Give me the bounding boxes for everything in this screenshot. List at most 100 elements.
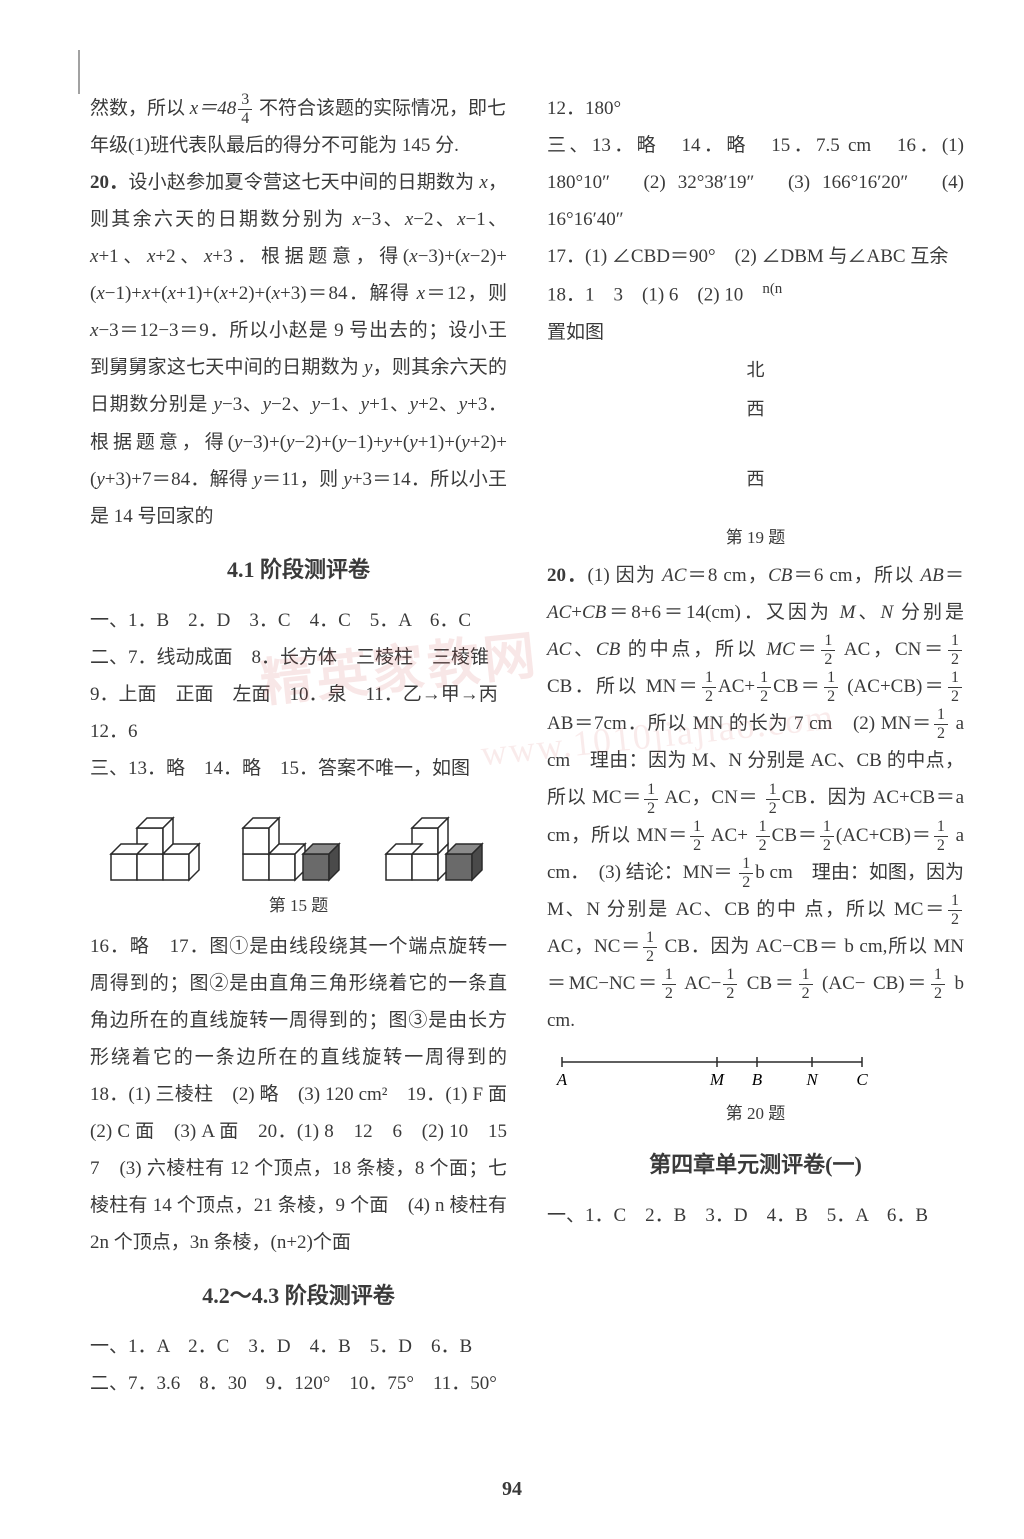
figure-19-caption: 第 19 题: [547, 519, 964, 556]
denominator: 2: [820, 837, 834, 854]
numerator: 1: [948, 633, 962, 651]
text: CB．因为 AC−CB＝: [659, 936, 839, 957]
answers-13-16: 三、13．略 14．略 15．7.5 cm 16．(1) 180°10″ (2)…: [547, 127, 964, 238]
cube-group-3-icon: [376, 799, 496, 889]
page-number: 94: [0, 1470, 1024, 1509]
numerator: 1: [820, 819, 834, 837]
point-C: C: [856, 1070, 868, 1089]
compass-diagram: 北 西 西 第 19 题: [547, 351, 964, 557]
fraction-half: 12: [821, 633, 835, 668]
text: AC，NC＝: [547, 936, 641, 957]
figure-20-caption: 第 20 题: [547, 1097, 964, 1130]
denominator: 2: [739, 874, 753, 891]
fraction-half: 12: [948, 893, 962, 928]
denominator: 2: [934, 725, 948, 742]
fraction-half: 12: [756, 819, 770, 854]
chapter-4-unit-test-heading: 第四章单元测评卷(一): [547, 1144, 964, 1187]
denominator: 2: [757, 688, 771, 705]
fraction-half: 12: [948, 633, 962, 668]
problem-number: 20．: [90, 172, 128, 193]
text: MN 的长为 7 cm (2) MN＝: [693, 713, 932, 734]
cube-group-1-icon: [101, 799, 211, 889]
figure-20-line-segment: A M B N C 第 20 题: [547, 1047, 964, 1130]
numerator: 1: [644, 782, 658, 800]
point-N: N: [805, 1070, 819, 1089]
point-M: M: [709, 1070, 725, 1089]
cube-diagrams-row: [90, 793, 507, 889]
text: (AC−: [815, 973, 866, 994]
point-B: B: [752, 1070, 763, 1089]
fraction-half: 12: [643, 930, 657, 965]
fraction-half: 12: [702, 670, 716, 705]
fraction-half: 12: [824, 670, 838, 705]
denominator: 2: [766, 800, 780, 817]
chapter4-answers-line1: 一、1．C 2．B 3．D 4．B 5．A 6．B: [547, 1197, 964, 1234]
fraction-half: 12: [931, 967, 945, 1002]
fraction-half: 12: [662, 967, 676, 1002]
line-segment-icon: A M B N C: [547, 1047, 877, 1097]
paragraph-continuation-1: 然数，所以 x＝4834 不符合该题的实际情况，即七: [90, 90, 507, 127]
numerator: 1: [757, 670, 771, 688]
problem-20-geometry: 20．(1) 因为 AC＝8 cm，CB＝6 cm，所以 AB＝AC+CB＝8+…: [547, 557, 964, 1039]
answer-18: 18．1 3 (1) 6 (2) 10 n(n: [547, 275, 964, 313]
text: 不符合该题的实际情况，即七: [254, 98, 506, 119]
numerator: 1: [931, 967, 945, 985]
denominator: 2: [756, 837, 770, 854]
figure-15-cubes: 第 15 题: [90, 793, 507, 922]
fraction-half: 12: [934, 707, 948, 742]
answers-line-4: 12．6: [90, 713, 507, 750]
text: (AC+CB)＝: [836, 825, 932, 846]
text: CB＝: [772, 825, 818, 846]
paragraph-continuation-2: 年级(1)班代表队最后的得分不可能为 145 分.: [90, 127, 507, 164]
fraction-half: 12: [757, 670, 771, 705]
numerator: 1: [948, 893, 962, 911]
numerator: 1: [821, 633, 835, 651]
compass-west-1: 西: [547, 390, 964, 430]
section-heading-4-1: 4.1 阶段测评卷: [90, 549, 507, 592]
fraction-half: 12: [948, 670, 962, 705]
answers-4243-line2: 二、7．3.6 8．30 9．120° 10．75° 11．50°: [90, 1365, 507, 1402]
text: CB＝: [739, 973, 796, 994]
numerator: 1: [690, 819, 704, 837]
denominator: 2: [702, 688, 716, 705]
answers-line-1: 一、1．B 2．D 3．C 4．C 5．A 6．C: [90, 602, 507, 639]
equation-text: x＝48: [190, 98, 236, 119]
denominator: 2: [948, 911, 962, 928]
answers-4243-line1: 一、1．A 2．C 3．D 4．B 5．D 6．B: [90, 1328, 507, 1365]
denominator: 2: [931, 985, 945, 1002]
numerator: 1: [934, 707, 948, 725]
denominator: 2: [948, 688, 962, 705]
text: AB＝7cm．所以: [547, 713, 687, 734]
section-heading-4-2-4-3: 4.2～4.3 阶段测评卷: [90, 1275, 507, 1318]
denominator: 2: [723, 985, 737, 1002]
answers-line-5: 三、13．略 14．略 15．答案不唯一，如图: [90, 750, 507, 787]
numerator: 1: [824, 670, 838, 688]
answer-12: 12．180°: [547, 90, 964, 127]
answers-block-16-20: 16．略 17．图①是由线段绕其一个端点旋转一周得到的；图②是由直角三角形绕着它…: [90, 928, 507, 1261]
denominator: 2: [824, 688, 838, 705]
fraction-half: 12: [739, 856, 753, 891]
denominator: 2: [799, 985, 813, 1002]
text: (AC+CB)＝: [840, 676, 946, 697]
figure-15-caption: 第 15 题: [90, 889, 507, 922]
denominator: 2: [690, 837, 704, 854]
denominator: 2: [662, 985, 676, 1002]
fraction-half: 12: [690, 819, 704, 854]
numerator: 3: [238, 92, 252, 110]
text: AC，CN＝: [660, 787, 758, 808]
denominator: 2: [821, 651, 835, 668]
denominator: 2: [643, 948, 657, 965]
denominator: 2: [644, 800, 658, 817]
text-placement: 置如图: [547, 314, 964, 351]
denominator: 2: [934, 837, 948, 854]
text: AC−: [678, 973, 722, 994]
denominator: 2: [948, 651, 962, 668]
text: AC+: [718, 676, 755, 697]
problem-number: 20．: [547, 565, 588, 586]
compass-west-2: 西: [547, 460, 964, 500]
denominator: 4: [238, 110, 252, 127]
numerator: 1: [662, 967, 676, 985]
fraction-half: 12: [766, 782, 780, 817]
numerator: 1: [756, 819, 770, 837]
text: AC+: [706, 825, 748, 846]
